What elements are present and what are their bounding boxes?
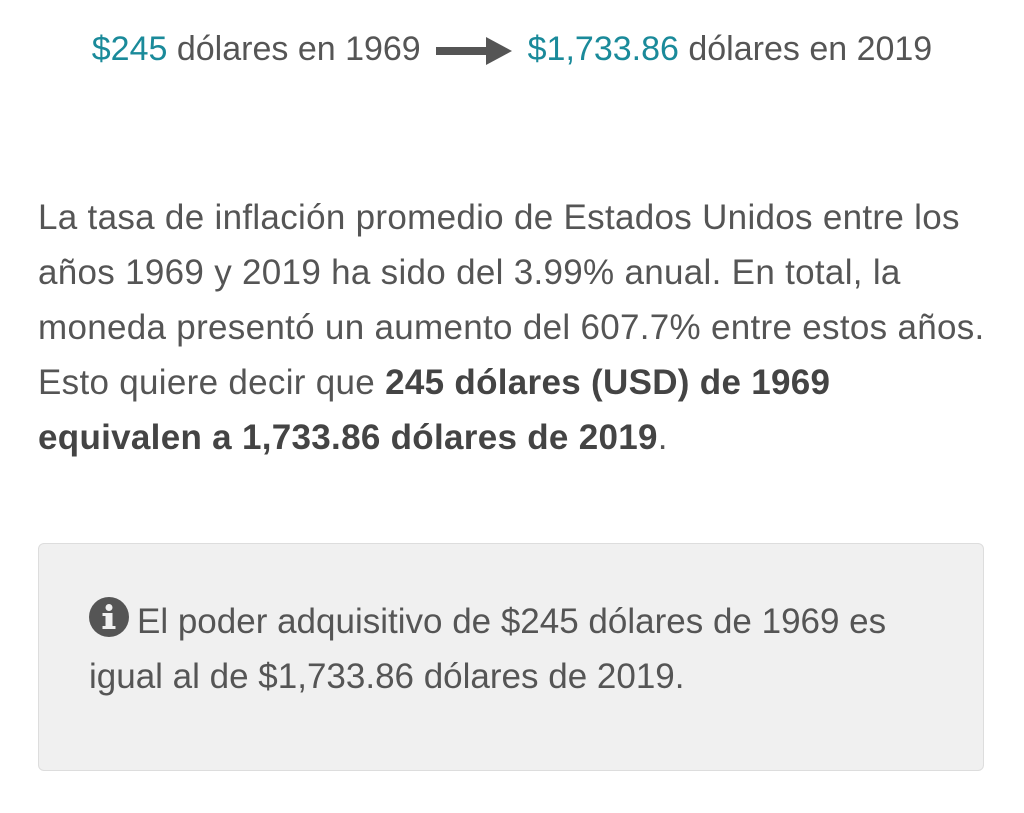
conversion-header: $245 dólares en 1969 $1,733.86 dólares e… [70,14,954,84]
info-box: El poder adquisitivo de $245 dólares de … [38,543,984,771]
from-amount: $245 [91,30,168,68]
arrow-icon [436,37,513,66]
summary-paragraph: La tasa de inflación promedio de Estados… [38,190,988,465]
info-text: El poder adquisitivo de $245 dólares de … [89,602,887,696]
to-amount: $1,733.86 [527,30,679,68]
to-text: dólares en 2019 [688,30,933,68]
paragraph-bold: 245 dólares (USD) de 1969 equivalen a 1,… [38,363,831,457]
info-content: El poder adquisitivo de $245 dólares de … [89,594,949,704]
paragraph-end: . [657,418,668,457]
from-text: dólares en 1969 [176,30,421,68]
paragraph-text: La tasa de inflación promedio de Estados… [38,198,985,402]
info-icon [89,597,129,637]
